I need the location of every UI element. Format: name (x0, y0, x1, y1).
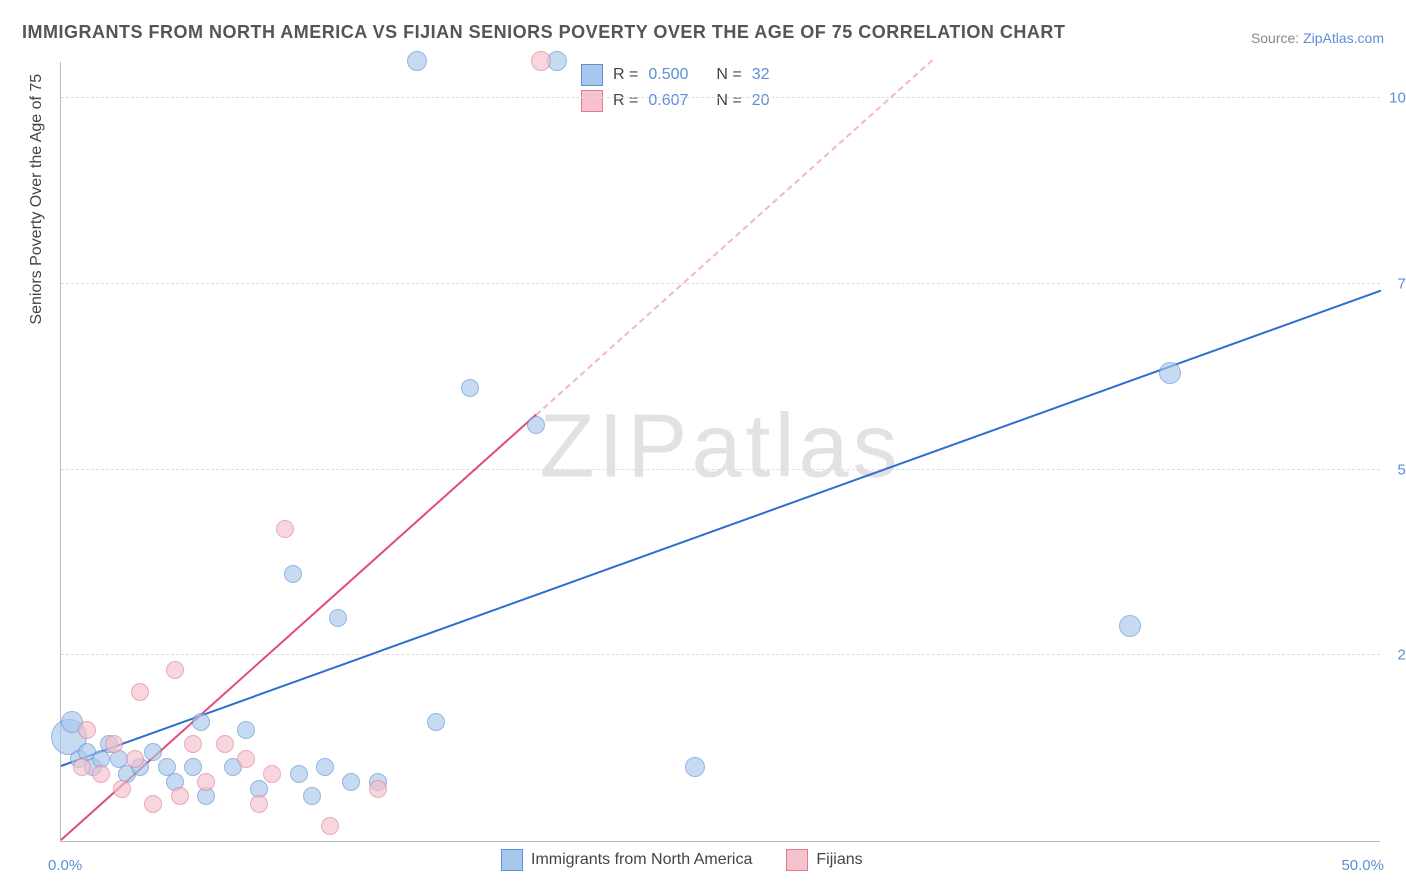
n-value-1: 32 (752, 66, 770, 84)
legend-item-1: Immigrants from North America (501, 849, 752, 871)
data-point[interactable] (192, 713, 210, 731)
data-point[interactable] (342, 773, 360, 791)
n-value-2: 20 (752, 92, 770, 110)
data-point[interactable] (144, 743, 162, 761)
data-point[interactable] (131, 683, 149, 701)
data-point[interactable] (250, 795, 268, 813)
n-label: N = (716, 92, 741, 110)
data-point[interactable] (126, 750, 144, 768)
chart-title: IMMIGRANTS FROM NORTH AMERICA VS FIJIAN … (22, 22, 1065, 43)
y-tick-label: 50.0% (1385, 461, 1406, 478)
data-point[interactable] (73, 758, 91, 776)
chart-container: IMMIGRANTS FROM NORTH AMERICA VS FIJIAN … (0, 0, 1406, 892)
r-label: R = (613, 66, 638, 84)
data-point[interactable] (290, 765, 308, 783)
r-label: R = (613, 92, 638, 110)
r-value-2: 0.607 (648, 92, 688, 110)
data-point[interactable] (284, 565, 302, 583)
x-tick-0: 0.0% (48, 857, 82, 874)
trend-line (61, 289, 1382, 766)
plot-area: ZIPatlas R = 0.500 N = 32 R = 0.607 N = … (60, 62, 1380, 842)
data-point[interactable] (369, 780, 387, 798)
legend-swatch-pink (786, 849, 808, 871)
legend-swatch-pink (581, 90, 603, 112)
data-point[interactable] (329, 609, 347, 627)
data-point[interactable] (527, 416, 545, 434)
data-point[interactable] (321, 817, 339, 835)
data-point[interactable] (276, 520, 294, 538)
data-point[interactable] (427, 713, 445, 731)
legend-correlation-row-1: R = 0.500 N = 32 (581, 62, 788, 88)
data-point[interactable] (237, 721, 255, 739)
source-prefix: Source: (1251, 30, 1303, 46)
data-point[interactable] (166, 661, 184, 679)
r-value-1: 0.500 (648, 66, 688, 84)
data-point[interactable] (461, 379, 479, 397)
source-link[interactable]: ZipAtlas.com (1303, 30, 1384, 46)
gridline (61, 283, 1380, 284)
data-point[interactable] (407, 51, 427, 71)
source-attribution: Source: ZipAtlas.com (1251, 30, 1384, 46)
data-point[interactable] (184, 758, 202, 776)
data-point[interactable] (197, 773, 215, 791)
data-point[interactable] (105, 735, 123, 753)
data-point[interactable] (171, 787, 189, 805)
legend-label-2: Fijians (816, 851, 862, 869)
data-point[interactable] (531, 51, 551, 71)
legend-label-1: Immigrants from North America (531, 851, 752, 869)
data-point[interactable] (263, 765, 281, 783)
n-label: N = (716, 66, 741, 84)
y-tick-label: 25.0% (1385, 647, 1406, 664)
data-point[interactable] (216, 735, 234, 753)
legend-correlation-row-2: R = 0.607 N = 20 (581, 88, 788, 114)
gridline (61, 469, 1380, 470)
data-point[interactable] (1159, 362, 1181, 384)
data-point[interactable] (237, 750, 255, 768)
data-point[interactable] (144, 795, 162, 813)
data-point[interactable] (1119, 615, 1141, 637)
legend-swatch-blue (581, 64, 603, 86)
gridline (61, 97, 1380, 98)
x-tick-50: 50.0% (1341, 857, 1384, 874)
legend-item-2: Fijians (786, 849, 862, 871)
data-point[interactable] (113, 780, 131, 798)
y-tick-label: 100.0% (1385, 90, 1406, 107)
y-tick-label: 75.0% (1385, 275, 1406, 292)
legend-correlation: R = 0.500 N = 32 R = 0.607 N = 20 (581, 62, 788, 114)
y-axis-label: Seniors Poverty Over the Age of 75 (28, 74, 46, 325)
data-point[interactable] (685, 757, 705, 777)
data-point[interactable] (184, 735, 202, 753)
data-point[interactable] (316, 758, 334, 776)
legend-swatch-blue (501, 849, 523, 871)
legend-series: Immigrants from North America Fijians (501, 849, 863, 871)
data-point[interactable] (303, 787, 321, 805)
data-point[interactable] (78, 721, 96, 739)
gridline (61, 654, 1380, 655)
data-point[interactable] (92, 765, 110, 783)
